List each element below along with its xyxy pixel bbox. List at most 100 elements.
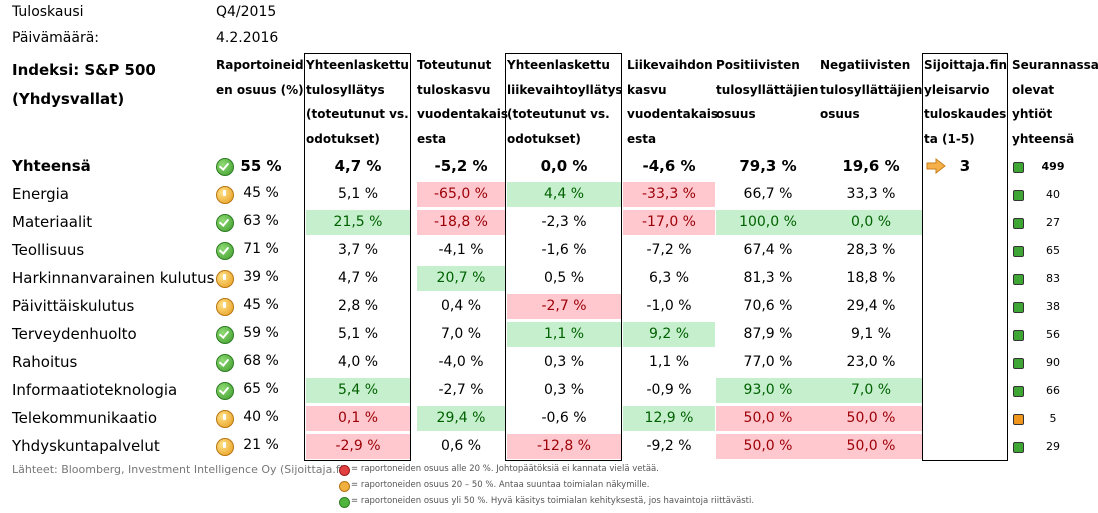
cell-earn-surprise: 5,4 % [306, 378, 410, 403]
column-header-line: vuodentakais [627, 107, 719, 121]
reported-share: 65 % [243, 381, 279, 397]
column-header-line: odotukset) [507, 131, 581, 146]
total-label: Yhteensä [12, 157, 91, 175]
column-header-line: tulosyllättäjien [716, 82, 819, 97]
column-header-line: osuus [820, 107, 860, 121]
cell-neg-share: 50,0 % [820, 406, 922, 431]
sector-name: Harkinnanvarainen kulutus [12, 269, 215, 287]
green-square-icon [1013, 246, 1024, 257]
date-value: 4.2.2016 [216, 30, 279, 46]
column-header: Seurannassa olevat yhtiöt yhteensä [1012, 53, 1098, 151]
cell-pos-share: 79,3 % [739, 157, 797, 175]
column-header-line: esta [417, 131, 447, 146]
column-header: Sijoittaja.fin yleisarvio tuloskaudes ta (1… [924, 53, 1008, 151]
cell-earn-surprise: 4,0 % [337, 354, 379, 370]
cell-earn-growth: 29,4 % [417, 406, 505, 431]
cell-pos-share: 66,7 % [743, 186, 793, 202]
overall-rating: 3 [959, 157, 971, 175]
reported-share: 63 % [243, 213, 279, 229]
sector-name: Energia [12, 185, 69, 203]
revenue-surprise-column-box [505, 53, 622, 461]
company-count: 90 [1046, 356, 1060, 369]
column-header-line: Seurannassa [1012, 58, 1098, 72]
earnings-surprise-column-box [304, 53, 411, 461]
green-square-icon [1013, 190, 1024, 201]
column-header: Toteutunut tuloskasvu vuodentakais esta [417, 53, 508, 151]
cell-rev-growth: 6,3 % [648, 270, 690, 286]
legend-orange: = raportoneiden osuus 20 – 50 %. Antaa s… [351, 480, 650, 490]
source-note: Lähteet: Bloomberg, Investment Intellige… [12, 463, 348, 476]
sector-name: Informaatioteknologia [12, 381, 178, 399]
cell-earn-growth: 7,0 % [440, 326, 482, 342]
column-header-line: tulosyllätys [306, 82, 385, 97]
cell-earn-growth: 0,4 % [440, 298, 482, 314]
cell-earn-surprise: 4,7 % [334, 157, 382, 175]
company-count: 38 [1046, 300, 1060, 313]
cell-neg-share: 33,3 % [846, 186, 896, 202]
cell-earn-surprise: 4,7 % [337, 270, 379, 286]
cell-rev-surprise: 0,0 % [540, 157, 588, 175]
cell-rev-surprise: -2,3 % [541, 214, 587, 230]
cell-neg-share: 50,0 % [820, 434, 922, 459]
cell-rev-growth: -4,6 % [642, 157, 696, 175]
cell-pos-share: 50,0 % [716, 434, 820, 459]
red-status-icon [339, 465, 350, 476]
reported-share: 68 % [243, 353, 279, 369]
column-header-line: Liikevaihdon [627, 58, 713, 72]
cell-pos-share: 93,0 % [716, 378, 820, 403]
cell-neg-share: 19,6 % [842, 157, 900, 175]
check-status-icon [216, 242, 234, 260]
reported-share: 21 % [243, 437, 279, 453]
column-header-line: tuloskasvu [417, 82, 491, 97]
company-count: 56 [1046, 328, 1060, 341]
column-header-line: Sijoittaja.fin [924, 58, 1008, 72]
cell-earn-growth: -65,0 % [417, 182, 505, 207]
column-header: Negatiivisten tulosyllättäjien osuus [820, 53, 922, 127]
check-status-icon [216, 326, 234, 344]
warning-status-icon [216, 186, 234, 204]
column-header-line: esta [627, 131, 657, 146]
sector-name: Teollisuus [12, 241, 85, 259]
green-square-icon [1013, 302, 1024, 313]
column-header: Positiivisten tulosyllättäjien osuus [716, 53, 819, 127]
cell-rev-growth: 12,9 % [623, 406, 715, 431]
cell-pos-share: 50,0 % [716, 406, 820, 431]
cell-earn-growth: 20,7 % [417, 266, 505, 291]
sector-name: Materiaalit [12, 213, 93, 231]
column-header-line: tuloskaudes [924, 107, 1007, 121]
column-header-line: yleisarvio [924, 82, 990, 97]
cell-earn-surprise: 5,1 % [337, 186, 379, 202]
cell-rev-growth: -17,0 % [623, 210, 715, 235]
cell-pos-share: 67,4 % [743, 242, 793, 258]
green-square-icon [1013, 442, 1024, 453]
company-count: 40 [1046, 188, 1060, 201]
company-count: 5 [1049, 412, 1057, 425]
column-header-line: Positiivisten [716, 58, 800, 72]
cell-rev-surprise: 0,3 % [543, 354, 585, 370]
green-square-icon [1013, 386, 1024, 397]
cell-neg-share: 29,4 % [846, 298, 896, 314]
cell-rev-surprise: 0,5 % [543, 270, 585, 286]
season-label: Tuloskausi [12, 4, 84, 20]
cell-neg-share: 0,0 % [820, 210, 922, 235]
cell-earn-surprise: 3,7 % [337, 242, 379, 258]
column-header: Liikevaihdon kasvu vuodentakais esta [627, 53, 719, 151]
green-square-icon [1013, 358, 1024, 369]
column-header-line: Negatiivisten [820, 58, 911, 72]
sector-name: Yhdyskuntapalvelut [12, 437, 160, 455]
cell-neg-share: 9,1 % [850, 326, 892, 342]
column-header-line: osuus [716, 107, 756, 121]
cell-rev-growth: -33,3 % [623, 182, 715, 207]
reported-share: 45 % [243, 185, 279, 201]
company-count: 499 [1041, 160, 1065, 173]
green-square-icon [1013, 218, 1024, 229]
sector-name: Rahoitus [12, 353, 78, 371]
cell-neg-share: 18,8 % [846, 270, 896, 286]
cell-rev-growth: 9,2 % [623, 322, 715, 347]
cell-pos-share: 87,9 % [743, 326, 793, 342]
reported-share: 59 % [243, 325, 279, 341]
column-header-line: Raportoineid [216, 58, 304, 72]
cell-rev-surprise: -2,7 % [507, 294, 621, 319]
cell-pos-share: 100,0 % [716, 210, 820, 235]
company-count: 29 [1046, 440, 1060, 453]
